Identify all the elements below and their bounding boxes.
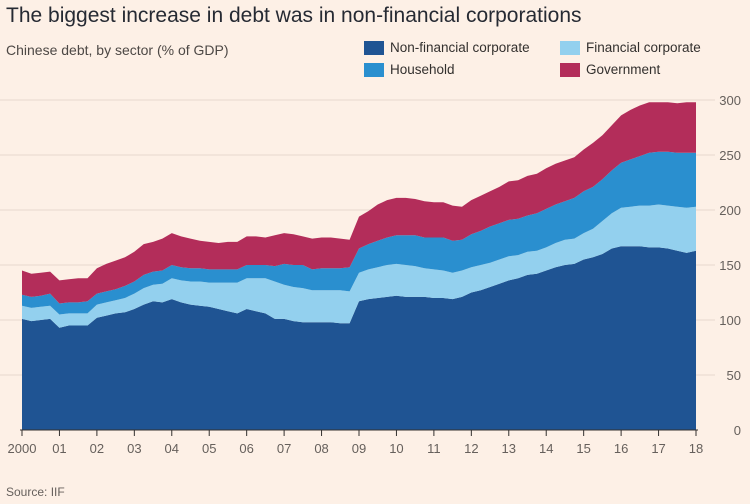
- legend-item-financial-corporate: Financial corporate: [560, 40, 701, 55]
- y-tick-label-50: 50: [727, 368, 741, 383]
- y-tick-label-300: 300: [719, 93, 741, 108]
- legend-swatch-financial-corporate: [560, 40, 580, 55]
- x-tick-label-11: 11: [427, 441, 441, 456]
- x-tick-label-15: 15: [576, 441, 590, 456]
- chart-title: The biggest increase in debt was in non-…: [6, 4, 582, 27]
- x-tick-label-14: 14: [539, 441, 553, 456]
- y-tick-label-150: 150: [719, 258, 741, 273]
- area-series: [22, 102, 696, 430]
- legend-label-non-financial-corporate: Non-financial corporate: [390, 40, 530, 55]
- y-tick-label-0: 0: [734, 423, 741, 438]
- legend-swatch-non-financial-corporate: [364, 40, 384, 55]
- source-note: Source: IIF: [6, 485, 65, 499]
- legend-label-financial-corporate: Financial corporate: [586, 40, 701, 55]
- x-tick-label-13: 13: [502, 441, 516, 456]
- x-tick-label-04: 04: [165, 441, 179, 456]
- x-tick-label-10: 10: [389, 441, 403, 456]
- x-tick-label-03: 03: [127, 441, 141, 456]
- x-tick-label-17: 17: [651, 441, 665, 456]
- y-tick-label-100: 100: [719, 313, 741, 328]
- legend-item-non-financial-corporate: Non-financial corporate: [364, 40, 530, 55]
- x-tick-label-01: 01: [52, 441, 66, 456]
- x-tick-label-07: 07: [277, 441, 291, 456]
- area-household: [22, 151, 696, 315]
- y-tick-label-200: 200: [719, 203, 741, 218]
- y-tick-label-250: 250: [719, 148, 741, 163]
- area-non-financial-corporate: [22, 246, 696, 430]
- legend-label-household: Household: [390, 62, 455, 77]
- area-financial-corporate: [22, 204, 696, 328]
- x-tick-label-06: 06: [239, 441, 253, 456]
- x-tick-label-18: 18: [689, 441, 703, 456]
- x-tick-label-2000: 2000: [8, 441, 37, 456]
- legend-item-government: Government: [560, 62, 660, 77]
- chart-subtitle: Chinese debt, by sector (% of GDP): [6, 42, 229, 58]
- legend-swatch-government: [560, 62, 580, 77]
- x-tick-label-05: 05: [202, 441, 216, 456]
- legend: Non-financial corporate Financial corpor…: [364, 40, 744, 84]
- x-tick-label-08: 08: [314, 441, 328, 456]
- legend-label-government: Government: [586, 62, 661, 77]
- x-tick-label-02: 02: [90, 441, 104, 456]
- x-tick-label-09: 09: [352, 441, 366, 456]
- x-tick-label-16: 16: [614, 441, 628, 456]
- area-government: [22, 102, 696, 304]
- axes: 0 50 100 150 200 250 300 2000 01 02 03 04 05 06 07 08 09…: [8, 93, 741, 456]
- legend-swatch-household: [364, 62, 384, 77]
- legend-item-household: Household: [364, 62, 455, 77]
- x-tick-label-12: 12: [464, 441, 478, 456]
